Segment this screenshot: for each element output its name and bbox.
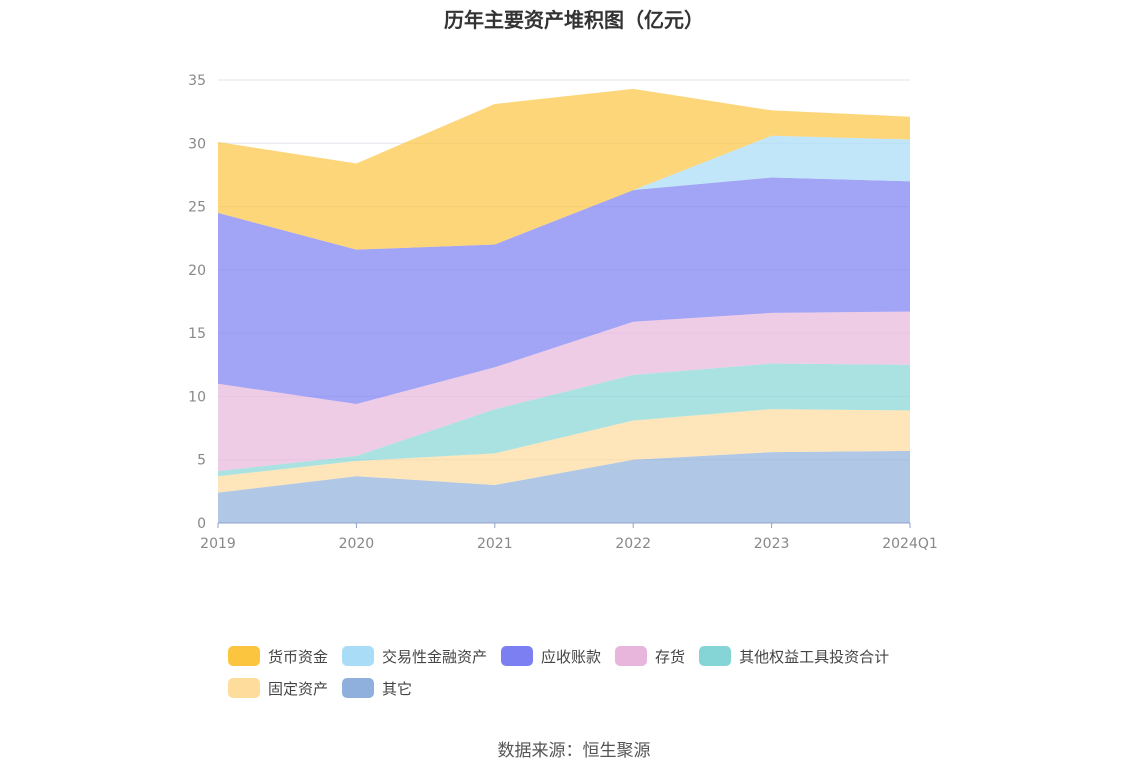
legend-swatch xyxy=(699,646,732,666)
y-tick-label: 30 xyxy=(188,136,206,152)
x-tick-label: 2019 xyxy=(200,536,236,552)
area-series xyxy=(218,311,910,472)
legend-label: 应收账款 xyxy=(541,647,602,666)
x-tick-label: 2020 xyxy=(339,536,375,552)
legend-swatch xyxy=(228,646,260,666)
legend-item[interactable]: 固定资产 xyxy=(228,678,328,699)
x-tick-label: 2021 xyxy=(477,536,513,552)
legend-label: 交易性金融资产 xyxy=(382,647,488,666)
stacked-area-chart: 0 5 10 15 20 25 30 35 2019 2020 2021 2022 2023 2024Q1 xyxy=(188,73,938,552)
area-series-group xyxy=(218,88,910,523)
y-tick-label: 10 xyxy=(188,389,206,405)
legend-item[interactable]: 货币资金 xyxy=(228,646,328,667)
area-series xyxy=(218,363,910,477)
axes: 0 5 10 15 20 25 30 35 2019 2020 2021 2022 2023 2024Q1 xyxy=(188,73,938,552)
y-tick-label: 5 xyxy=(197,453,206,469)
legend-swatch xyxy=(501,646,534,666)
legend: 货币资金 交易性金融资产 应收账款 存货 其他权益工具投资合计固定资产 其它 xyxy=(228,640,948,704)
legend-label: 其他权益工具投资合计 xyxy=(739,647,890,666)
legend-item[interactable]: 交易性金融资产 xyxy=(342,646,487,667)
legend-label: 其它 xyxy=(382,679,413,698)
y-tick-label: 35 xyxy=(188,73,206,89)
legend-row: 固定资产 其它 xyxy=(228,672,948,704)
y-tick-label: 15 xyxy=(188,326,206,342)
y-tick-label: 20 xyxy=(188,263,206,279)
legend-swatch xyxy=(342,678,375,698)
legend-item[interactable]: 应收账款 xyxy=(501,646,601,667)
legend-item[interactable]: 其它 xyxy=(342,678,412,699)
legend-row: 货币资金 交易性金融资产 应收账款 存货 其他权益工具投资合计 xyxy=(228,640,948,672)
legend-label: 存货 xyxy=(655,647,686,666)
area-series xyxy=(218,88,910,250)
legend-swatch xyxy=(228,678,260,698)
legend-label: 固定资产 xyxy=(268,679,329,698)
chart-title: 历年主要资产堆积图（亿元） xyxy=(444,8,704,32)
area-series xyxy=(218,177,910,404)
legend-swatch xyxy=(342,646,375,666)
y-tick-label: 25 xyxy=(188,200,206,216)
legend-label: 货币资金 xyxy=(268,647,329,666)
data-source-note: 数据来源：恒生聚源 xyxy=(497,741,651,761)
area-series xyxy=(218,135,910,250)
x-tick-label: 2024Q1 xyxy=(882,536,938,552)
y-tick-label: 0 xyxy=(197,516,206,532)
legend-item[interactable]: 存货 xyxy=(615,646,685,667)
legend-swatch xyxy=(615,646,648,666)
area-series xyxy=(218,450,910,523)
legend-item[interactable]: 其他权益工具投资合计 xyxy=(699,646,889,667)
x-tick-label: 2023 xyxy=(754,536,790,552)
area-series xyxy=(218,409,910,493)
x-tick-label: 2022 xyxy=(615,536,651,552)
